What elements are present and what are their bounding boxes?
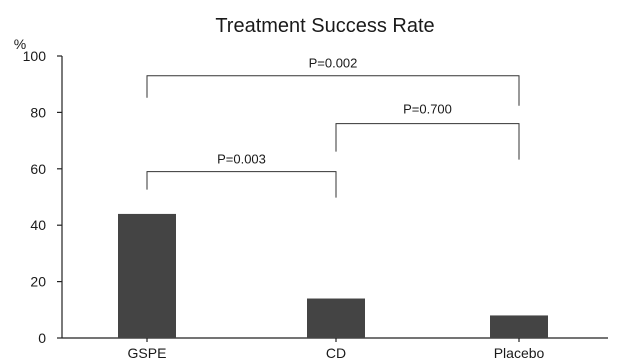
y-tick-label: 0 (38, 330, 46, 346)
chart-marks: 0 20 40 60 80 100 GSPE CD Placebo P=0.003 P=0.700 P… (23, 48, 608, 361)
bar-placebo (490, 315, 548, 338)
significance-bracket (146, 171, 337, 198)
y-tick-label: 100 (23, 48, 47, 64)
significance-bracket (335, 123, 520, 160)
y-tick-label: 60 (30, 161, 46, 177)
p-value-label: P=0.003 (217, 152, 266, 167)
significance-bracket (146, 75, 520, 106)
chart-title: Treatment Success Rate (215, 15, 434, 37)
x-tick-label: CD (326, 345, 346, 361)
y-tick-label: 40 (30, 217, 46, 233)
x-tick-label: GSPE (128, 345, 167, 361)
bar-cd (307, 298, 365, 338)
y-tick-label: 80 (30, 104, 46, 120)
p-value-label: P=0.700 (403, 102, 452, 117)
p-value-label: P=0.002 (309, 56, 358, 71)
y-axis-unit-label: % (14, 36, 26, 52)
bar-gspe (118, 213, 176, 338)
y-tick-label: 20 (30, 274, 46, 290)
x-tick-label: Placebo (494, 345, 545, 361)
